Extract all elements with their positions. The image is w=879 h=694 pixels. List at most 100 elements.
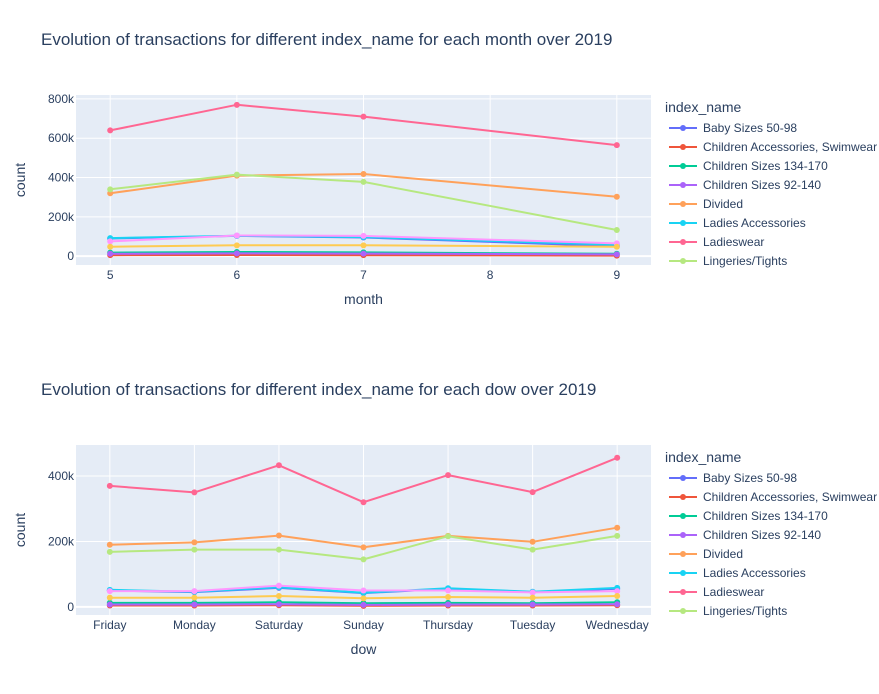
data-point xyxy=(360,232,367,239)
series-10 xyxy=(106,593,621,602)
legend-swatch-marker xyxy=(680,551,686,557)
legend-item: Children Accessories, Swimwear xyxy=(669,140,877,154)
x-tick-label: 6 xyxy=(234,268,241,282)
series-line xyxy=(110,234,617,245)
legend-label: Baby Sizes 50-98 xyxy=(703,121,797,135)
legend-swatch-marker xyxy=(680,220,686,226)
y-axis-label: count xyxy=(12,163,28,197)
legend-swatch-marker xyxy=(680,589,686,595)
legend-item: Divided xyxy=(669,547,743,561)
data-point xyxy=(360,544,367,551)
legend-swatch-marker xyxy=(680,182,686,188)
x-tick-label: Saturday xyxy=(255,618,303,632)
data-point xyxy=(107,186,114,193)
data-point xyxy=(614,454,621,461)
series-8 xyxy=(107,171,620,234)
legend-swatch-marker xyxy=(680,144,686,150)
legend-label: Lingeries/Tights xyxy=(703,254,787,268)
legend-label: Ladieswear xyxy=(703,235,764,249)
series-4 xyxy=(107,250,620,258)
data-point xyxy=(613,193,620,200)
data-point xyxy=(529,489,536,496)
legend-swatch-marker xyxy=(680,532,686,538)
x-tick-label: Friday xyxy=(93,618,126,632)
data-point xyxy=(445,587,452,594)
data-point xyxy=(529,538,536,545)
data-point xyxy=(106,601,113,608)
legend-item: Children Sizes 134-170 xyxy=(669,159,828,173)
data-point xyxy=(613,227,620,234)
legend-swatch-marker xyxy=(680,513,686,519)
y-tick-label: 0 xyxy=(67,600,74,614)
series-4 xyxy=(106,601,621,608)
data-point xyxy=(233,101,240,108)
data-point xyxy=(529,594,536,601)
data-point xyxy=(360,601,367,608)
y-axis-label: count xyxy=(12,513,28,547)
y-tick-label: 800k xyxy=(48,92,75,106)
legend-title: index_name xyxy=(665,99,741,115)
series-10 xyxy=(107,242,620,250)
x-axis-label: month xyxy=(344,291,383,307)
data-point xyxy=(445,601,452,608)
chart-title: Evolution of transactions for different … xyxy=(41,30,612,49)
legend-label: Children Accessories, Swimwear xyxy=(703,490,877,504)
data-point xyxy=(360,595,367,602)
data-point xyxy=(191,546,198,553)
data-point xyxy=(191,601,198,608)
legend-label: Divided xyxy=(703,197,743,211)
data-point xyxy=(106,594,113,601)
legend: index_name Baby Sizes 50-98 Children Acces… xyxy=(665,99,877,268)
data-point xyxy=(445,472,452,479)
data-point xyxy=(360,587,367,594)
legend-swatch-marker xyxy=(680,125,686,131)
legend-swatch-marker xyxy=(680,163,686,169)
legend-swatch-marker xyxy=(680,608,686,614)
x-tick-label: 8 xyxy=(487,268,494,282)
series-line xyxy=(110,252,617,256)
legend-item: Children Sizes 134-170 xyxy=(669,509,828,523)
legend-swatch-marker xyxy=(680,570,686,576)
data-point xyxy=(529,546,536,553)
series-line xyxy=(110,254,617,257)
series-7 xyxy=(107,101,620,149)
data-point xyxy=(614,593,621,600)
data-point xyxy=(191,539,198,546)
legend-label: Ladies Accessories xyxy=(703,566,806,580)
legend-item: Baby Sizes 50-98 xyxy=(669,121,797,135)
legend-label: Ladies Accessories xyxy=(703,216,806,230)
legend-swatch-marker xyxy=(680,494,686,500)
data-point xyxy=(275,546,282,553)
data-point xyxy=(445,594,452,601)
data-point xyxy=(106,588,113,595)
data-point xyxy=(275,593,282,600)
legend-item: Divided xyxy=(669,197,743,211)
data-point xyxy=(275,582,282,589)
x-tick-label: Sunday xyxy=(343,618,384,632)
legend-swatch-marker xyxy=(680,475,686,481)
data-point xyxy=(360,171,367,178)
month-chart: Evolution of transactions for different … xyxy=(12,30,877,307)
data-point xyxy=(191,489,198,496)
data-point xyxy=(233,250,240,257)
legend-label: Children Sizes 134-170 xyxy=(703,159,828,173)
series-8 xyxy=(106,532,621,563)
data-point xyxy=(613,142,620,149)
legend-title: index_name xyxy=(665,449,741,465)
y-tick-label: 400k xyxy=(48,469,75,483)
data-point xyxy=(613,243,620,250)
legend-item: Children Accessories, Swimwear xyxy=(669,490,877,504)
data-point xyxy=(107,238,114,245)
series-line xyxy=(110,103,617,147)
data-point xyxy=(614,524,621,531)
data-point xyxy=(360,250,367,257)
data-point xyxy=(529,601,536,608)
legend-item: Lingeries/Tights xyxy=(669,604,787,618)
legend-item: Ladies Accessories xyxy=(669,216,806,230)
data-point xyxy=(360,113,367,120)
legend-label: Children Sizes 92-140 xyxy=(703,178,821,192)
data-point xyxy=(614,532,621,539)
dow-chart: Evolution of transactions for different … xyxy=(12,380,877,657)
x-tick-label: Thursday xyxy=(423,618,473,632)
